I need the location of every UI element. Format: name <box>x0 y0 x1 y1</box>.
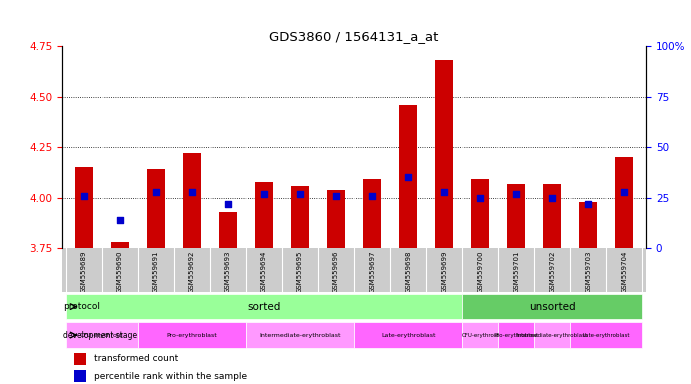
Bar <box>498 322 534 348</box>
Bar <box>183 153 201 248</box>
Text: Intermediate-erythroblast: Intermediate-erythroblast <box>259 333 341 338</box>
Text: GSM559700: GSM559700 <box>477 250 483 293</box>
Text: GSM559698: GSM559698 <box>405 250 411 293</box>
Bar <box>354 322 462 348</box>
Bar <box>138 322 246 348</box>
Text: GSM559695: GSM559695 <box>297 250 303 293</box>
Text: GSM559703: GSM559703 <box>585 250 591 293</box>
Text: sorted: sorted <box>247 301 281 312</box>
Bar <box>534 322 570 348</box>
Text: GSM559691: GSM559691 <box>153 250 159 293</box>
Text: GSM559704: GSM559704 <box>621 250 627 293</box>
Text: GSM559696: GSM559696 <box>333 250 339 293</box>
Bar <box>66 322 138 348</box>
Text: GSM559701: GSM559701 <box>513 250 520 293</box>
Point <box>258 190 269 197</box>
Bar <box>543 184 561 248</box>
Point <box>223 201 234 207</box>
Point <box>439 189 450 195</box>
Bar <box>111 242 129 248</box>
Text: unsorted: unsorted <box>529 301 576 312</box>
Text: CFU-erythroid: CFU-erythroid <box>80 333 124 338</box>
Bar <box>255 182 273 248</box>
Bar <box>462 322 498 348</box>
Point <box>619 189 630 195</box>
Point <box>583 201 594 207</box>
Bar <box>507 184 525 248</box>
Point <box>294 190 305 197</box>
Text: Pro-erythroblast: Pro-erythroblast <box>494 333 538 338</box>
Text: CFU-erythroid: CFU-erythroid <box>462 333 499 338</box>
Point <box>114 217 125 223</box>
Text: percentile rank within the sample: percentile rank within the sample <box>94 372 247 381</box>
Bar <box>291 185 309 248</box>
Text: transformed count: transformed count <box>94 354 178 364</box>
Point <box>78 193 89 199</box>
Bar <box>462 294 643 319</box>
Bar <box>363 179 381 248</box>
Bar <box>435 60 453 248</box>
Point <box>330 193 341 199</box>
Text: GSM559697: GSM559697 <box>369 250 375 293</box>
Bar <box>75 167 93 248</box>
Point <box>367 193 378 199</box>
Bar <box>327 190 345 248</box>
Text: development stage: development stage <box>63 331 137 339</box>
Bar <box>74 353 86 365</box>
Title: GDS3860 / 1564131_a_at: GDS3860 / 1564131_a_at <box>269 30 439 43</box>
Text: GSM559699: GSM559699 <box>442 250 447 293</box>
Text: GSM559690: GSM559690 <box>117 250 123 293</box>
Text: Pro-erythroblast: Pro-erythroblast <box>167 333 217 338</box>
Bar <box>399 105 417 248</box>
Text: protocol: protocol <box>63 302 100 311</box>
Text: GSM559693: GSM559693 <box>225 250 231 293</box>
Text: GSM559692: GSM559692 <box>189 250 195 293</box>
Bar <box>616 157 634 248</box>
Bar <box>219 212 237 248</box>
Text: GSM559702: GSM559702 <box>549 250 556 293</box>
Point <box>403 174 414 180</box>
Point <box>151 189 162 195</box>
Point <box>475 195 486 201</box>
Text: Late-erythroblast: Late-erythroblast <box>381 333 435 338</box>
Text: GSM559689: GSM559689 <box>81 250 87 293</box>
Bar <box>580 202 598 248</box>
Point <box>547 195 558 201</box>
Bar <box>471 179 489 248</box>
Bar <box>246 322 354 348</box>
Text: Late-erythroblast: Late-erythroblast <box>583 333 630 338</box>
Point <box>511 190 522 197</box>
Point <box>187 189 198 195</box>
Bar <box>74 370 86 382</box>
Text: GSM559694: GSM559694 <box>261 250 267 293</box>
Bar <box>66 294 462 319</box>
Text: Intermediate-erythroblast: Intermediate-erythroblast <box>517 333 588 338</box>
Bar <box>147 169 165 248</box>
Bar <box>570 322 643 348</box>
